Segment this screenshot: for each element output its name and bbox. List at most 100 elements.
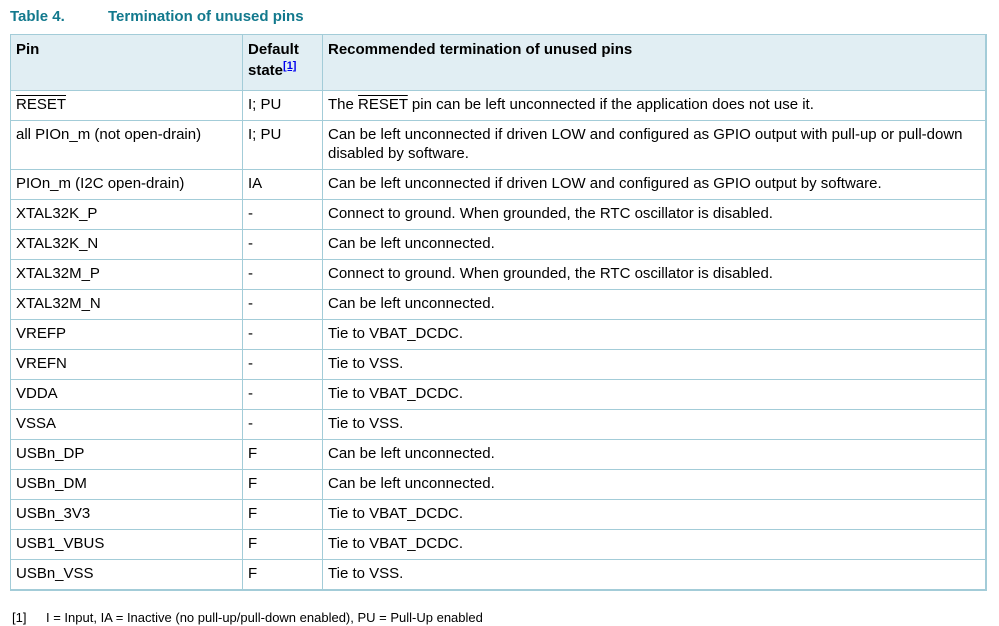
text-segment: Can be left unconnected. <box>328 445 495 462</box>
pin-cell: XTAL32K_N <box>10 229 243 260</box>
pin-cell: RESET <box>10 90 243 121</box>
termination-cell: Can be left unconnected. <box>322 439 986 470</box>
default-state-cell: I; PU <box>242 90 323 121</box>
table-row: XTAL32M_N - Can be left unconnected. <box>10 289 986 320</box>
table-caption-label: Table 4. <box>10 8 65 25</box>
text-segment: Can be left unconnected if driven LOW an… <box>328 175 882 192</box>
text-segment: VDDA <box>16 385 58 402</box>
table-row: USBn_DM F Can be left unconnected. <box>10 469 986 500</box>
termination-table: Pin Default state[1] Recommended terminati… <box>10 34 987 591</box>
text-segment: USBn_VSS <box>16 565 94 582</box>
default-state-cell: - <box>242 229 323 260</box>
table-row: XTAL32K_P - Connect to ground. When ground… <box>10 199 986 230</box>
pin-cell: VREFN <box>10 349 243 380</box>
text-segment: The <box>328 96 359 113</box>
default-state-cell: - <box>242 349 323 380</box>
text-segment: Can be left unconnected. <box>328 295 495 312</box>
pin-cell: XTAL32M_P <box>10 259 243 290</box>
termination-cell: Can be left unconnected if driven LOW an… <box>322 169 986 200</box>
text-segment: VREFN <box>16 355 67 372</box>
default-state-cell: - <box>242 199 323 230</box>
text-segment: USB1_VBUS <box>16 535 105 552</box>
default-state-cell: - <box>242 289 323 320</box>
default-state-cell: IA <box>242 169 323 200</box>
footnote: [1] I = Input, IA = Inactive (no pull-up… <box>12 610 989 626</box>
pin-cell: PIOn_m (I2C open-drain) <box>10 169 243 200</box>
table-caption-title: Termination of unused pins <box>108 8 304 25</box>
pin-cell: XTAL32M_N <box>10 289 243 320</box>
header-row: Pin Default state[1] Recommended terminati… <box>10 34 986 91</box>
column-header-label: Pin <box>16 41 40 58</box>
table-body: RESET I; PU The RESET pin can be left unco… <box>10 90 986 591</box>
default-state-cell: F <box>242 469 323 500</box>
overlined-signal-name: RESET <box>16 96 67 113</box>
pin-cell: XTAL32K_P <box>10 199 243 230</box>
text-segment: USBn_3V3 <box>16 505 91 522</box>
pin-cell: USB1_VBUS <box>10 529 243 560</box>
pin-cell: USBn_3V3 <box>10 499 243 530</box>
text-segment: XTAL32K_N <box>16 235 99 252</box>
termination-cell: Connect to ground. When grounded, the RT… <box>322 199 986 230</box>
text-segment: pin can be left unconnected if the appli… <box>407 96 814 113</box>
termination-cell: Tie to VSS. <box>322 409 986 440</box>
default-state-cell: F <box>242 499 323 530</box>
text-segment: Tie to VBAT_DCDC. <box>328 385 464 402</box>
table-row: PIOn_m (I2C open-drain) IA Can be left unc… <box>10 169 986 200</box>
text-segment: USBn_DP <box>16 445 85 462</box>
default-state-cell: - <box>242 379 323 410</box>
pin-cell: USBn_DP <box>10 439 243 470</box>
table-row: USB1_VBUS F Tie to VBAT_DCDC. <box>10 529 986 560</box>
text-segment: Tie to VSS. <box>328 355 404 372</box>
column-header-recommended-termination-of-unused-pins: Recommended termination of unused pins <box>322 34 986 91</box>
table-row: USBn_3V3 F Tie to VBAT_DCDC. <box>10 499 986 530</box>
text-segment: Tie to VBAT_DCDC. <box>328 325 464 342</box>
footnote-text: I = Input, IA = Inactive (no pull-up/pul… <box>46 610 483 625</box>
table-caption: Table 4. Termination of unused pins <box>10 8 989 25</box>
termination-cell: The RESET pin can be left unconnected if… <box>322 90 986 121</box>
default-state-cell: I; PU <box>242 120 323 170</box>
pin-cell: USBn_DM <box>10 469 243 500</box>
text-segment: all PIOn_m (not open-drain) <box>16 126 202 143</box>
termination-cell: Tie to VBAT_DCDC. <box>322 319 986 350</box>
text-segment: VREFP <box>16 325 67 342</box>
footnote-reference-link[interactable]: [1] <box>283 60 297 72</box>
default-state-cell: - <box>242 319 323 350</box>
text-segment: Tie to VBAT_DCDC. <box>328 535 464 552</box>
text-segment: USBn_DM <box>16 475 87 492</box>
table-row: VREFN - Tie to VSS. <box>10 349 986 380</box>
termination-cell: Tie to VSS. <box>322 559 986 591</box>
table-row: VSSA - Tie to VSS. <box>10 409 986 440</box>
default-state-cell: F <box>242 439 323 470</box>
termination-cell: Can be left unconnected if driven LOW an… <box>322 120 986 170</box>
termination-cell: Tie to VBAT_DCDC. <box>322 529 986 560</box>
text-segment: Tie to VSS. <box>328 565 404 582</box>
table-row: USBn_VSS F Tie to VSS. <box>10 559 986 591</box>
text-segment: Can be left unconnected. <box>328 475 495 492</box>
termination-cell: Can be left unconnected. <box>322 289 986 320</box>
table-row: XTAL32M_P - Connect to ground. When ground… <box>10 259 986 290</box>
default-state-cell: - <box>242 409 323 440</box>
text-segment: XTAL32K_P <box>16 205 98 222</box>
column-header-label: Recommended termination of unused pins <box>328 41 633 58</box>
text-segment: XTAL32M_N <box>16 295 101 312</box>
termination-cell: Tie to VBAT_DCDC. <box>322 499 986 530</box>
termination-cell: Can be left unconnected. <box>322 469 986 500</box>
text-segment: Connect to ground. When grounded, the RT… <box>328 265 773 282</box>
text-segment: VSSA <box>16 415 57 432</box>
pin-cell: VDDA <box>10 379 243 410</box>
table-row: XTAL32K_N - Can be left unconnected. <box>10 229 986 260</box>
overlined-signal-name: RESET <box>358 96 408 113</box>
default-state-cell: - <box>242 259 323 290</box>
footnote-ref: [1] <box>12 610 27 625</box>
default-state-cell: F <box>242 559 323 591</box>
termination-cell: Tie to VBAT_DCDC. <box>322 379 986 410</box>
text-segment: Can be left unconnected. <box>328 235 495 252</box>
table-head: Pin Default state[1] Recommended terminati… <box>10 34 986 91</box>
column-header-pin: Pin <box>10 34 243 91</box>
text-segment: XTAL32M_P <box>16 265 100 282</box>
text-segment: Connect to ground. When grounded, the RT… <box>328 205 773 222</box>
text-segment: Tie to VSS. <box>328 415 404 432</box>
text-segment: Tie to VBAT_DCDC. <box>328 505 464 522</box>
termination-cell: Tie to VSS. <box>322 349 986 380</box>
